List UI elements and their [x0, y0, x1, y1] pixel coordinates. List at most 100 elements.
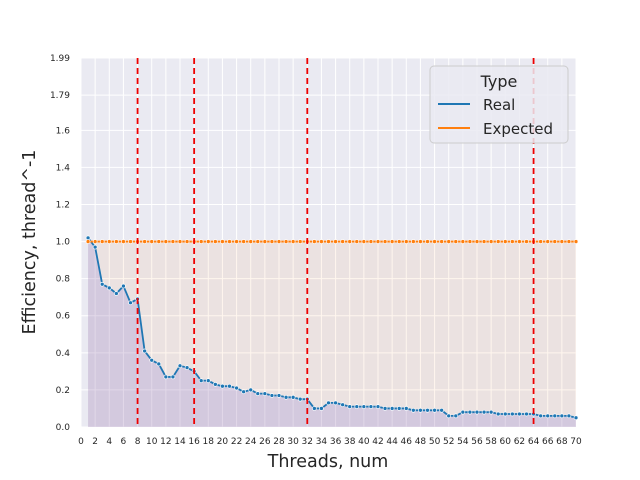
x-tick-label: 18	[203, 437, 215, 447]
x-axis-label: Threads, num	[267, 452, 389, 472]
data-point-real	[566, 413, 572, 419]
data-point-expected	[234, 239, 239, 244]
x-tick-label: 42	[372, 437, 383, 447]
data-point-expected	[361, 239, 367, 244]
x-tick-label: 70	[570, 437, 582, 447]
data-point-expected	[283, 239, 289, 244]
data-point-expected	[312, 239, 317, 244]
data-point-expected	[255, 239, 261, 244]
data-point-expected	[559, 239, 565, 244]
data-point-real	[177, 363, 183, 369]
data-point-expected	[290, 239, 296, 244]
x-tick-label: 64	[528, 437, 540, 447]
y-tick-label: 1.4	[56, 163, 71, 173]
data-point-expected	[375, 239, 381, 244]
y-tick-label: 1.2	[56, 200, 70, 210]
legend-label-real: Real	[483, 96, 515, 114]
data-point-real	[559, 413, 565, 419]
data-point-real	[389, 406, 395, 411]
data-point-expected	[396, 239, 402, 244]
data-point-expected	[220, 239, 225, 244]
data-point-expected	[432, 239, 437, 244]
legend-title: Type	[480, 72, 518, 91]
data-point-expected	[495, 239, 501, 244]
x-tick-label: 24	[245, 437, 257, 447]
y-tick-label: 1.99	[50, 54, 70, 64]
x-tick-label: 54	[457, 437, 469, 447]
data-point-real	[340, 402, 345, 408]
data-point-expected	[121, 239, 126, 244]
data-point-real	[524, 411, 529, 417]
data-point-real	[361, 404, 367, 409]
data-point-real	[149, 357, 155, 363]
data-point-expected	[297, 239, 303, 244]
data-point-real	[439, 407, 444, 413]
data-point-expected	[92, 239, 98, 244]
x-tick-label: 68	[556, 437, 568, 447]
data-point-real	[481, 409, 487, 415]
x-tick-label: 38	[344, 437, 356, 447]
x-tick-label: 12	[160, 437, 171, 447]
data-point-real	[326, 400, 331, 406]
data-point-expected	[248, 239, 254, 244]
data-point-expected	[213, 239, 218, 244]
data-point-expected	[566, 239, 572, 244]
y-tick-label: 0.8	[56, 275, 71, 285]
x-tick-label: 44	[386, 437, 398, 447]
data-point-real	[453, 413, 459, 419]
data-point-expected	[262, 239, 268, 244]
x-tick-label: 66	[542, 437, 554, 447]
data-point-real	[368, 404, 374, 409]
data-point-real	[290, 394, 296, 400]
data-point-expected	[538, 239, 543, 244]
data-point-real	[142, 348, 147, 354]
data-point-real	[375, 404, 381, 409]
data-point-real	[502, 411, 508, 417]
x-tick-label: 2	[92, 437, 98, 447]
y-tick-label: 1.0	[56, 238, 71, 248]
data-point-expected	[552, 239, 558, 244]
data-point-expected	[276, 239, 282, 244]
data-point-real	[552, 413, 558, 419]
data-point-expected	[85, 239, 91, 244]
data-point-real	[396, 406, 402, 411]
data-point-real	[495, 411, 501, 417]
legend-label-expected: Expected	[483, 120, 553, 138]
x-tick-label: 10	[146, 437, 158, 447]
y-tick-label: 0.4	[56, 349, 71, 359]
data-point-real	[255, 391, 261, 396]
x-tick-label: 62	[514, 437, 525, 447]
data-point-expected	[474, 239, 480, 244]
expected-area	[88, 241, 577, 427]
data-point-real	[382, 406, 388, 411]
data-point-expected	[425, 239, 430, 244]
data-point-real	[418, 407, 423, 413]
data-point-real	[283, 394, 289, 400]
data-point-expected	[510, 239, 515, 244]
x-tick-label: 0	[78, 437, 84, 447]
data-point-expected	[488, 239, 494, 244]
data-point-expected	[517, 239, 522, 244]
data-point-expected	[524, 239, 529, 244]
data-point-real	[205, 378, 211, 383]
data-point-real	[248, 387, 254, 393]
data-point-expected	[99, 239, 105, 244]
x-tick-label: 6	[121, 437, 127, 447]
data-point-real	[474, 409, 480, 415]
data-point-real	[510, 411, 515, 417]
data-point-real	[213, 382, 218, 387]
y-tick-label: 1.6	[56, 126, 71, 136]
data-point-real	[269, 393, 275, 398]
data-point-expected	[198, 239, 204, 244]
x-tick-label: 16	[188, 437, 200, 447]
data-point-expected	[106, 239, 112, 244]
data-point-expected	[389, 239, 395, 244]
data-point-expected	[156, 239, 162, 244]
x-tick-label: 60	[500, 437, 512, 447]
y-tick-label: 1.79	[50, 91, 70, 101]
data-point-real	[92, 244, 98, 250]
legend: Type Real Expected	[429, 65, 569, 144]
data-point-real	[170, 374, 176, 380]
x-tick-label: 52	[443, 437, 454, 447]
data-point-real	[262, 391, 268, 396]
